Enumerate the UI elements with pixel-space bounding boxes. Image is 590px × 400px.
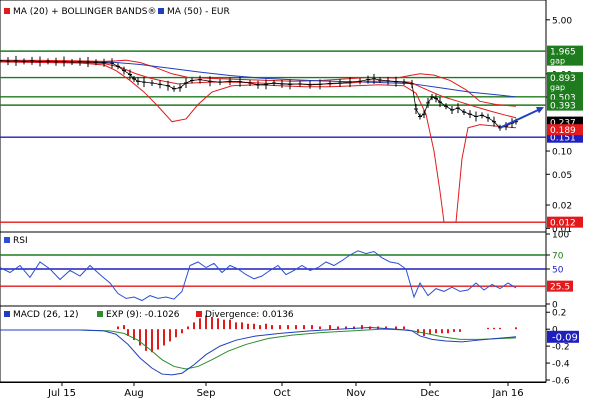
price-legend: MA (20) + BOLLINGER BANDS® MA (50) - EUR <box>4 7 230 17</box>
rsi-tick-label: 0 <box>552 301 558 311</box>
legend-label-ma20: MA (20) + BOLLINGER BANDS® <box>13 7 157 17</box>
price-tick-label: 5.00 <box>552 16 572 26</box>
price-level-tag-label: 1.965 <box>550 48 576 58</box>
last-price-tag <box>547 124 583 136</box>
price-tick-label: 0.05 <box>552 171 572 181</box>
rsi-legend: RSI <box>4 236 28 246</box>
price-axis-tags: 1.965gap0.893gap0.5030.3930.1510.0120.23… <box>547 45 583 229</box>
legend-label-rsi: RSI <box>13 236 28 246</box>
legend-swatch-ema <box>97 311 103 317</box>
legend-swatch-divergence <box>196 311 202 317</box>
projection-arrow <box>499 108 541 129</box>
rsi-last-tag-label: 25.5 <box>550 283 570 293</box>
legend-label-macd: MACD (26, 12) <box>13 310 79 320</box>
price-level-tag <box>547 91 583 103</box>
price-level-tag-label: 0.393 <box>550 102 576 112</box>
rsi-axis-ticks: 0 50 70 100 25.5 <box>546 231 573 311</box>
last-price-tag-label: 0.237 <box>550 119 576 129</box>
ema-line <box>0 328 517 370</box>
legend-label-ma50: MA (50) - EUR <box>167 7 230 17</box>
month-label: Oct <box>273 388 290 399</box>
price-tick-label: 0.10 <box>552 148 572 158</box>
bollinger-upper-band <box>0 59 517 107</box>
price-level-tag <box>547 45 583 66</box>
price-tick-label: 0.02 <box>552 202 572 212</box>
price-level-gap-label: gap <box>550 57 565 66</box>
month-label: Aug <box>124 388 144 399</box>
macd-tick-label: 0 <box>552 326 558 336</box>
price-line <box>0 60 517 129</box>
legend-label-ema: EXP (9): -0.1026 <box>106 310 180 320</box>
month-label: Dec <box>420 388 439 399</box>
month-label: Nov <box>346 388 366 399</box>
price-tick-label: 0.01 <box>552 225 572 235</box>
price-level-tag <box>547 216 583 228</box>
macd-series <box>0 315 517 376</box>
macd-last-tag-label: -0.09 <box>552 332 578 343</box>
rsi-series <box>0 250 546 302</box>
macd-line <box>0 326 517 376</box>
rsi-tick-label: 70 <box>552 252 564 262</box>
macd-legend: MACD (26, 12) EXP (9): -0.1026 Divergenc… <box>4 310 294 320</box>
projection-arrow-head <box>536 107 544 114</box>
price-level-tag-label: 0.503 <box>550 93 576 103</box>
price-level-tag-label: 0.893 <box>550 74 576 84</box>
macd-tick-label: 0.2 <box>552 309 566 319</box>
price-level-tag-label: 0.012 <box>550 219 576 229</box>
price-level-tag <box>547 72 583 93</box>
last-price-tag-label: 0.189 <box>550 126 576 136</box>
rsi-tick-label: 50 <box>552 266 564 276</box>
rsi-line <box>0 250 517 302</box>
legend-label-divergence: Divergence: 0.0136 <box>205 310 294 320</box>
bollinger-lower-band <box>0 61 517 223</box>
rsi-last-tag <box>547 280 573 292</box>
price-lines <box>0 55 544 223</box>
legend-swatch-rsi <box>4 237 10 243</box>
macd-axis-ticks: 0.2 0 -0.2 -0.4 -0.6 -0.09 <box>546 309 579 387</box>
rsi-tick-label: 100 <box>552 231 569 241</box>
price-level-gap-label: gap <box>550 83 565 92</box>
price-level-tag-label: 0.151 <box>550 134 576 144</box>
month-label: Jul 15 <box>47 388 76 399</box>
month-label: Sep <box>197 388 216 399</box>
legend-swatch-ma50 <box>158 8 164 14</box>
macd-tick-label: -0.4 <box>552 360 570 370</box>
legend-swatch-ma20 <box>4 8 10 14</box>
macd-last-tag <box>547 330 579 343</box>
macd-tick-label: -0.2 <box>552 343 570 353</box>
legend-swatch-macd <box>4 311 10 317</box>
month-label: Jan 16 <box>491 388 523 399</box>
month-labels: Jul 15 Aug Sep Oct Nov Dec Jan 16 <box>47 382 524 399</box>
macd-tick-label: -0.6 <box>552 377 570 387</box>
price-level-tag <box>547 131 583 143</box>
last-price-tag <box>547 116 583 128</box>
price-level-tag <box>547 99 583 111</box>
